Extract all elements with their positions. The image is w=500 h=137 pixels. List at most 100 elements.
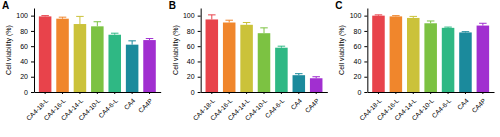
axis-line — [367, 9, 368, 93]
error-cap — [76, 16, 84, 17]
tick: CA4P — [470, 92, 487, 114]
tick: 60 — [20, 43, 34, 50]
tick: 100 — [350, 12, 368, 19]
tick: 40 — [187, 58, 201, 65]
tick-label: 60 — [20, 43, 28, 50]
error-stem — [132, 41, 133, 45]
y-axis: 020406080100 — [183, 9, 201, 96]
bar — [477, 26, 490, 92]
error-cap — [427, 20, 435, 21]
error-bar — [111, 33, 119, 35]
tick-mark — [114, 92, 115, 94]
tick-mark — [198, 16, 201, 17]
tick: CA4-6-L — [97, 92, 119, 119]
error-cap — [59, 17, 67, 18]
error-bar — [410, 16, 418, 18]
panel-title: C — [335, 0, 342, 11]
error-cap — [243, 22, 251, 23]
tick-mark — [198, 31, 201, 32]
tick: CA4 — [289, 92, 303, 111]
tick-mark — [364, 61, 367, 62]
error-bar — [146, 39, 154, 41]
axis-title: Cell viability (%) — [5, 25, 13, 75]
tick-mark — [211, 92, 212, 94]
tick-mark — [316, 92, 317, 94]
tick-mark — [413, 92, 414, 94]
tick: CA4-10-L — [244, 92, 269, 122]
error-cap — [128, 40, 136, 41]
error-bar — [243, 23, 251, 25]
tick: CA4-6-L — [430, 92, 452, 119]
axis-line — [201, 9, 202, 93]
error-cap — [375, 14, 383, 15]
tick-label: CA4-10-L — [77, 97, 102, 122]
tick-mark — [264, 92, 265, 94]
bar — [258, 33, 271, 92]
bar — [143, 40, 156, 92]
tick: 0 — [191, 89, 201, 96]
panel: 020406080100CA4-18-LCA4-16-LCA4-14-LCA4-… — [5, 9, 161, 122]
bar — [223, 23, 236, 92]
tick-mark — [31, 92, 34, 93]
tick-label: 40 — [354, 58, 362, 65]
bar — [91, 26, 104, 92]
plot-area — [206, 15, 323, 92]
tick-label: CA4 — [122, 97, 136, 111]
tick-mark — [364, 46, 367, 47]
tick-label: 20 — [187, 73, 195, 80]
x-axis: CA4-18-LCA4-16-LCA4-14-LCA4-10-LCA4-6-LC… — [191, 92, 327, 122]
tick-label: 0 — [191, 89, 195, 96]
tick-label: CA4-10-L — [410, 97, 435, 122]
error-stem — [264, 28, 265, 33]
error-stem — [79, 16, 80, 24]
panel: 020406080100CA4-18-LCA4-16-LCA4-14-LCA4-… — [338, 9, 494, 122]
tick-mark — [281, 92, 282, 94]
tick-mark — [229, 92, 230, 94]
tick-label: 40 — [20, 58, 28, 65]
axis-line — [34, 9, 35, 93]
bar — [390, 16, 403, 92]
error-bar — [225, 20, 233, 22]
tick-mark — [62, 92, 63, 94]
tick-mark — [149, 92, 150, 94]
tick-mark — [31, 31, 34, 32]
axis-title: Cell viability (%) — [172, 25, 180, 75]
tick: 0 — [24, 89, 34, 96]
tick: CA4 — [122, 92, 136, 111]
figure: 020406080100CA4-18-LCA4-16-LCA4-14-LCA4-… — [0, 0, 500, 137]
y-axis: 020406080100 — [350, 9, 368, 96]
tick: 40 — [354, 58, 368, 65]
tick-mark — [448, 92, 449, 94]
error-bar — [295, 74, 303, 76]
tick-mark — [395, 92, 396, 94]
tick-label: 80 — [20, 28, 28, 35]
tick-label: CA4P — [303, 97, 320, 114]
tick-mark — [45, 92, 46, 94]
tick: 40 — [20, 58, 34, 65]
panel: 020406080100CA4-18-LCA4-16-LCA4-14-LCA4-… — [172, 9, 328, 122]
axis-line — [35, 92, 162, 93]
tick-mark — [378, 92, 379, 94]
error-bar — [94, 22, 102, 27]
tick-mark — [482, 92, 483, 94]
tick-mark — [97, 92, 98, 94]
tick: 80 — [354, 28, 368, 35]
tick: 0 — [357, 89, 367, 96]
tick: CA4-6-L — [264, 92, 286, 119]
plot-area — [372, 15, 489, 92]
tick-mark — [31, 16, 34, 17]
error-bar — [59, 17, 67, 19]
tick-label: 80 — [187, 28, 195, 35]
error-stem — [211, 15, 212, 20]
error-cap — [208, 14, 216, 15]
bar — [108, 35, 121, 92]
bar — [293, 75, 306, 92]
error-bar — [312, 77, 320, 79]
tick-label: 20 — [354, 73, 362, 80]
tick-mark — [198, 46, 201, 47]
tick-mark — [298, 92, 299, 94]
bar — [56, 19, 69, 92]
tick-mark — [31, 77, 34, 78]
axis-line — [368, 92, 495, 93]
panel-title: B — [169, 0, 176, 11]
